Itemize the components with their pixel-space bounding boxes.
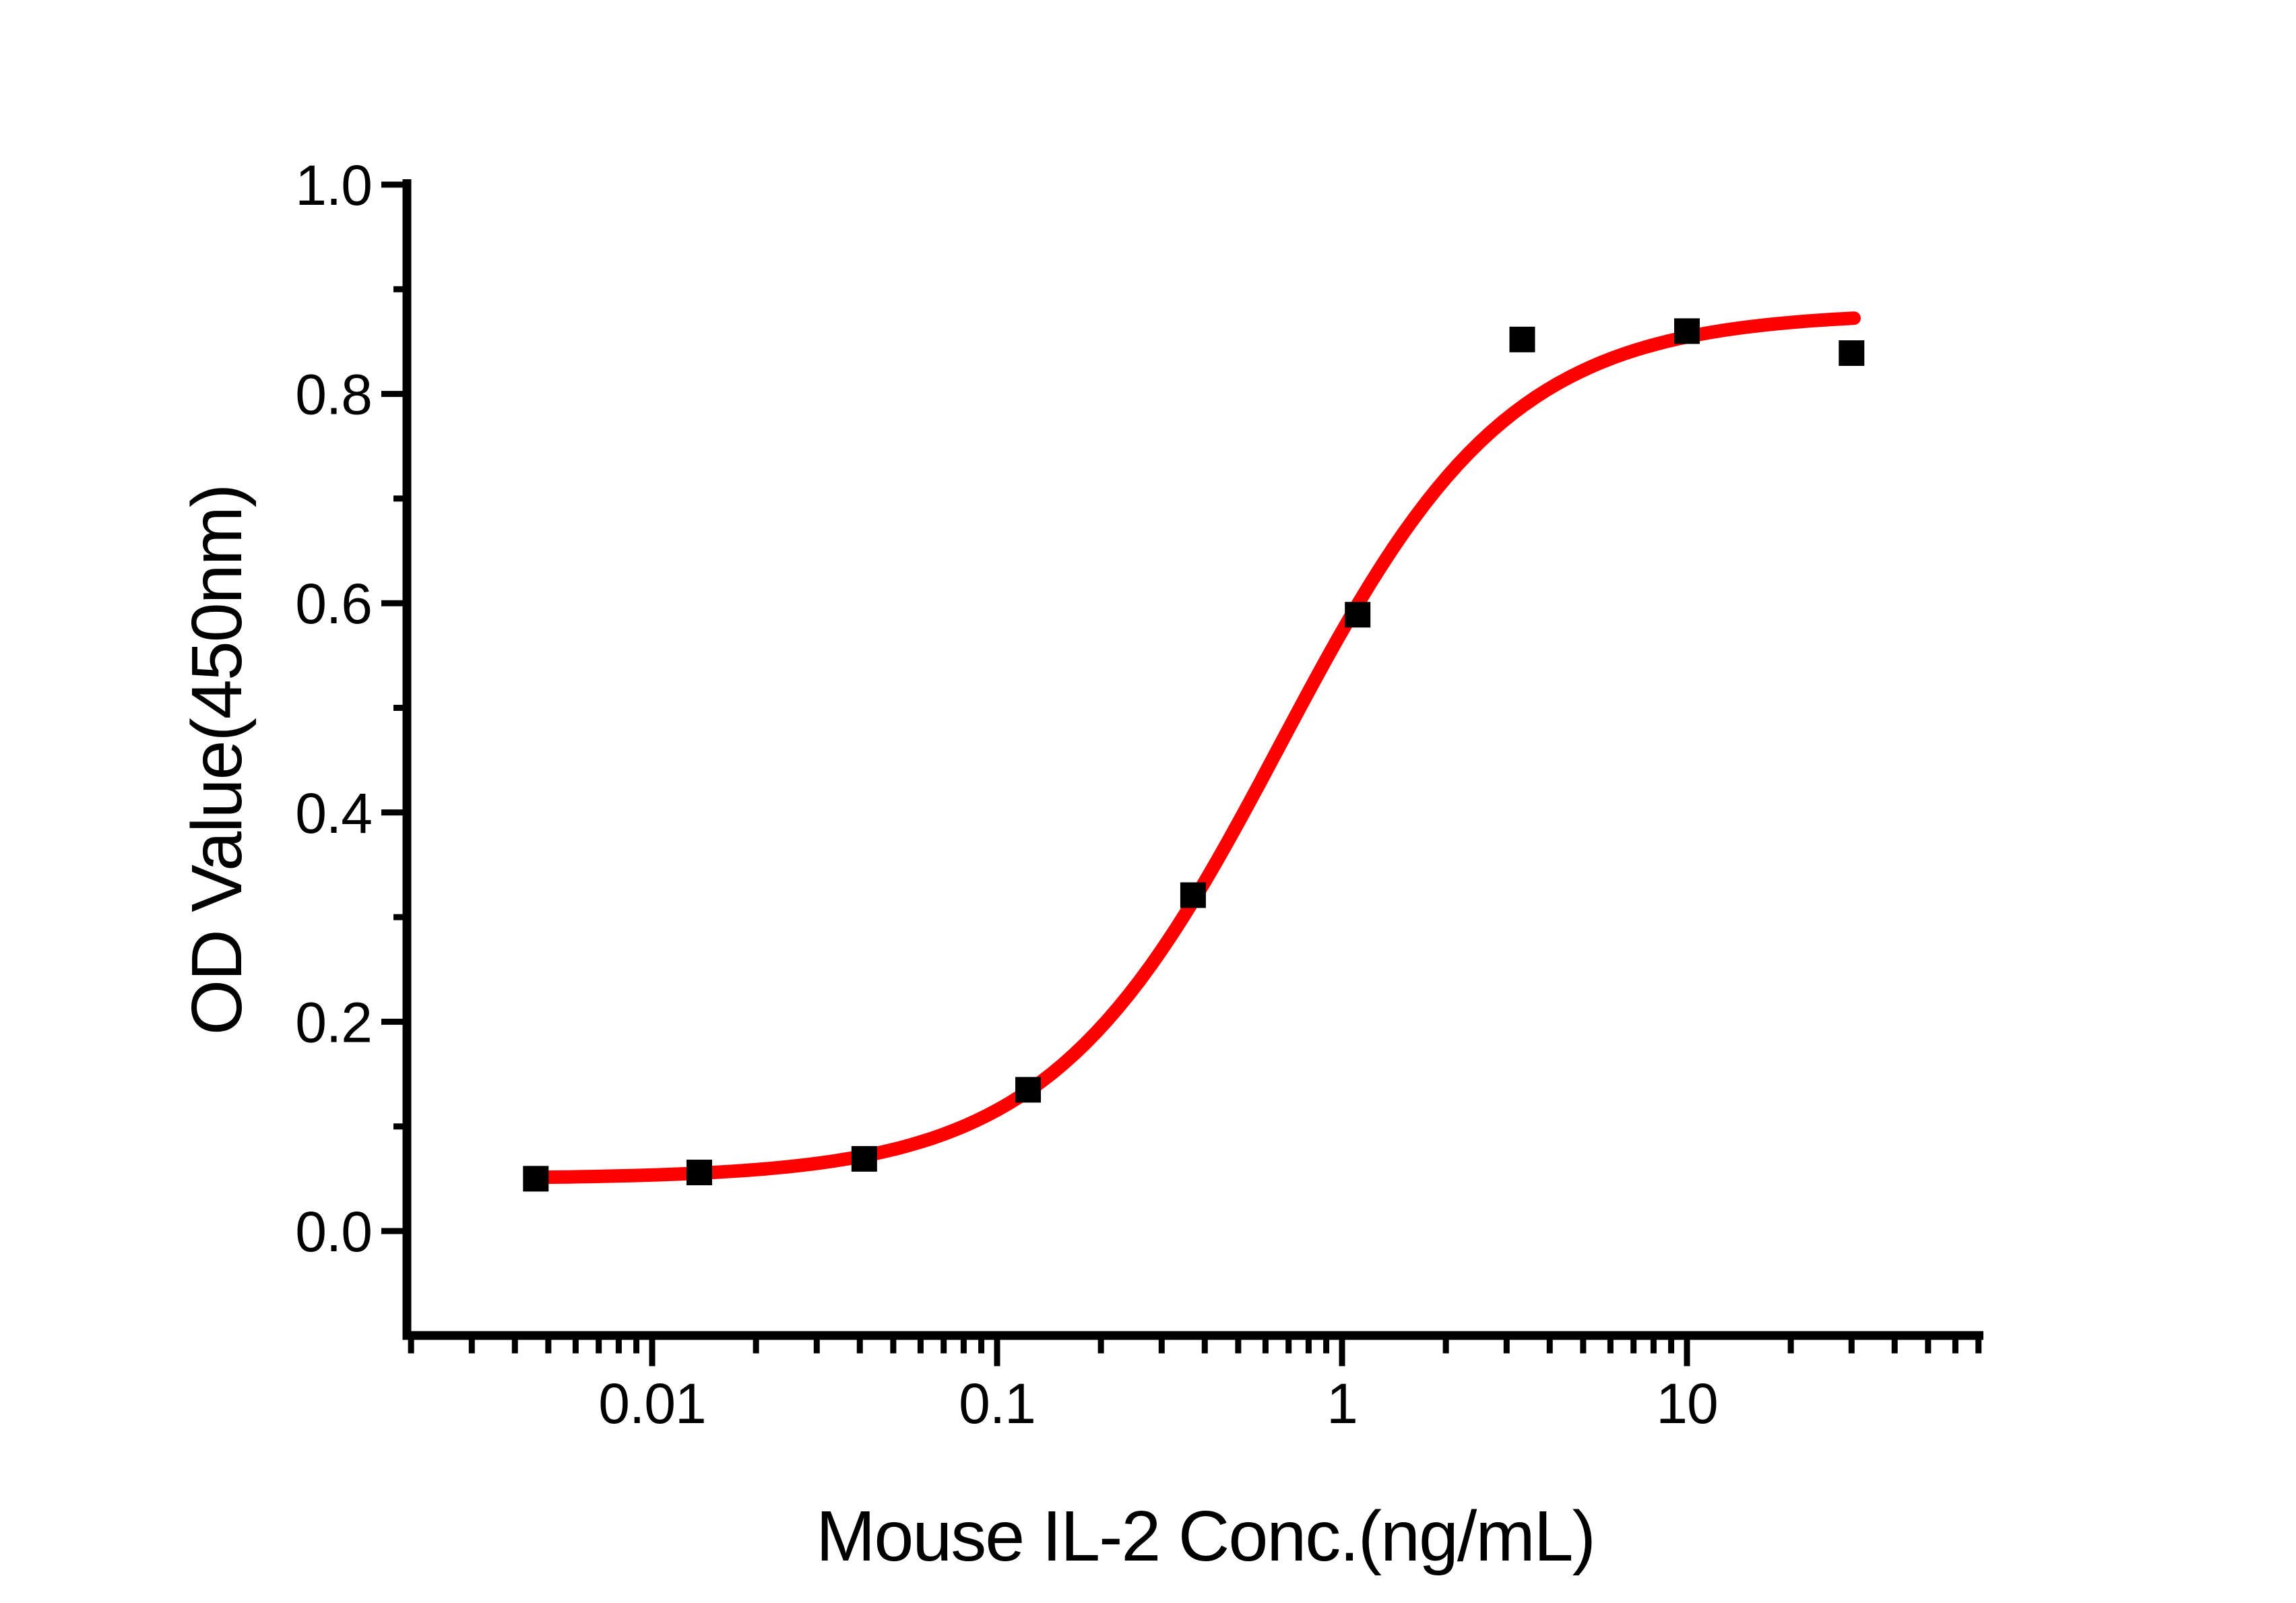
data-point-marker [1839,340,1865,367]
y-tick-label: 0.6 [295,572,372,635]
y-tick-label: 0.4 [295,782,372,845]
data-point-marker [1180,882,1206,908]
data-point-marker [851,1145,877,1172]
fit-curve-line [529,311,1861,1185]
y-tick-label: 0.8 [295,363,372,427]
data-point-marker [523,1166,549,1192]
x-tick-label: 10 [1656,1372,1717,1435]
x-axis-title: Mouse IL-2 Conc.(ng/mL) [816,1497,1595,1576]
y-axis-title: OD Value(450nm) [177,485,257,1035]
y-tick-label: 0.0 [295,1200,372,1263]
data-point-marker [1674,318,1700,344]
data-point-marker [1509,326,1535,352]
data-point-marker [1345,602,1371,628]
x-tick-label: 1 [1327,1372,1358,1435]
data-point-marker [687,1160,713,1186]
data-point-marker [1015,1077,1042,1103]
plot-layer [523,311,1865,1192]
y-tick-label: 0.2 [295,991,372,1054]
axes-layer: 0.0 0.2 0.4 0.6 0.8 1.0 0.01 0.1 1 10 [295,154,1983,1435]
x-tick-label: 0.01 [598,1372,706,1435]
y-tick-label: 1.0 [295,154,372,217]
x-tick-label: 0.1 [959,1372,1035,1435]
